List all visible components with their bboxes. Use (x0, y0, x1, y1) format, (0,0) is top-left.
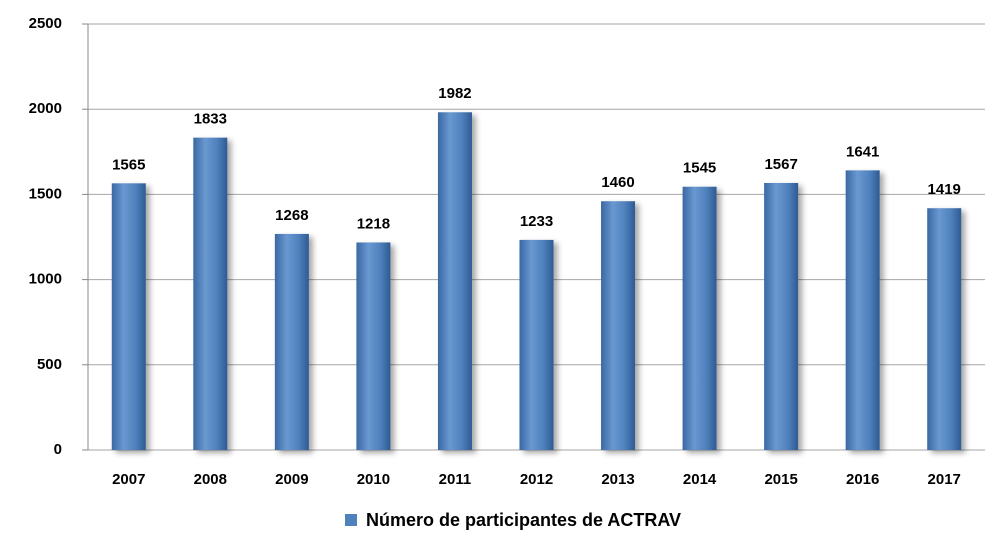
x-tick-label: 2011 (439, 471, 472, 488)
x-tick-label: 2008 (194, 471, 227, 488)
data-label: 1233 (520, 213, 553, 230)
y-tick-label: 2500 (29, 15, 62, 32)
x-tick-label: 2007 (112, 471, 145, 488)
x-tick-label: 2012 (520, 471, 553, 488)
data-label: 1218 (357, 215, 390, 232)
data-label: 1567 (764, 156, 797, 173)
data-label: 1268 (275, 207, 308, 224)
data-label: 1641 (846, 143, 879, 160)
bar (845, 170, 880, 450)
x-tick-label: 2016 (846, 471, 879, 488)
bar (274, 233, 309, 450)
x-tick-label: 2009 (275, 471, 308, 488)
legend-text: Número de participantes de ACTRAV (366, 510, 681, 530)
bar (927, 208, 962, 450)
legend-swatch (345, 514, 357, 526)
x-tick-label: 2017 (928, 471, 961, 488)
bar (437, 112, 472, 450)
data-label: 1833 (194, 111, 227, 128)
y-tick-label: 1000 (29, 271, 62, 288)
bar (682, 186, 717, 450)
x-tick-label: 2015 (764, 471, 797, 488)
y-tick-label: 2000 (29, 100, 62, 117)
data-label: 1419 (928, 181, 961, 198)
data-label: 1460 (601, 174, 634, 191)
bar (193, 137, 228, 450)
bar (519, 239, 554, 450)
bar (601, 201, 636, 450)
data-label: 1565 (112, 156, 145, 173)
x-tick-label: 2010 (357, 471, 390, 488)
data-label: 1982 (438, 85, 471, 102)
data-label: 1545 (683, 160, 716, 177)
y-tick-label: 500 (37, 356, 62, 373)
y-tick-label: 1500 (29, 185, 62, 202)
bar (111, 183, 146, 450)
x-tick-label: 2013 (601, 471, 634, 488)
x-tick-label: 2014 (683, 471, 717, 488)
bar (356, 242, 391, 450)
y-tick-label: 0 (54, 441, 62, 458)
bar (764, 182, 799, 450)
